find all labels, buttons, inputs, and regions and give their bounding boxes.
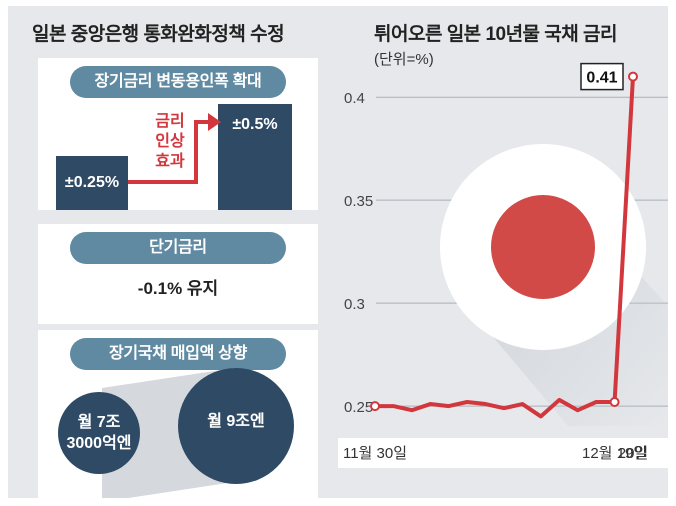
infographic-frame: 일본 중앙은행 통화완화정책 수정 장기금리 변동용인폭 확대 ±0.25% ±… [8,6,668,498]
chart-unit: (단위=%) [374,51,434,68]
peak-label: 0.41 [586,70,617,87]
yield-band-card: 장기금리 변동용인폭 확대 ±0.25% ±0.5% 금리 인상 효과 [38,58,318,210]
peak-label-box [580,62,624,91]
band-before-bar: ±0.25% [56,156,128,210]
japan-flag-icon [440,144,668,426]
data-point [609,396,620,407]
chart-title: 튀어오른 일본 10년물 국채 금리 [374,24,618,45]
purchase-before-circle: 월 7조 3000억엔 [58,392,140,474]
short-rate-card: 단기금리 -0.1% 유지 [38,224,318,324]
x-axis-band [338,438,668,468]
y-tick-labels: 0.25 0.3 0.35 0.4 [344,90,373,416]
bond-purchase-header: 장기국채 매입액 상향 [70,338,286,370]
effect-arrow-icon [128,113,221,184]
rate-hike-effect-label: 금리 인상 효과 [155,113,185,170]
x-tick-label: 12월 19일 [582,445,647,462]
short-rate-value: -0.1% 유지 [137,279,219,298]
y-tick-label: 0.3 [344,296,365,313]
x-tick-label: 11월 30일 [343,445,407,462]
yield-line [375,76,635,419]
yield-band-header: 장기금리 변동용인폭 확대 [70,66,286,98]
left-panel-title: 일본 중앙은행 통화완화정책 수정 [32,24,285,45]
peak-annotation: 0.41 [580,62,624,91]
y-tick-label: 0.4 [344,90,365,107]
y-tick-label: 0.35 [344,193,373,210]
purchase-after-circle: 월 9조엔 [178,368,294,484]
y-tick-label: 0.25 [344,399,373,416]
x-tick-label: 20일 [618,445,649,462]
data-point [628,71,638,82]
band-after-bar: ±0.5% [218,104,292,210]
bond-purchase-card: 장기국채 매입액 상향 월 7조 3000억엔 월 9조엔 [38,330,318,498]
data-point [370,401,380,412]
short-rate-header: 단기금리 [70,232,286,264]
